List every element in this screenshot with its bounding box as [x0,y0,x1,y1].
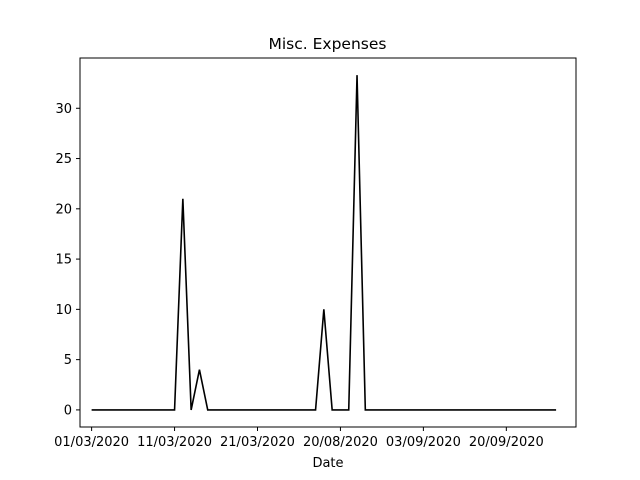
x-axis: 01/03/2020 11/03/2020 21/03/2020 20/08/2020… [54,427,544,450]
y-tick-label: 20 [55,202,72,217]
x-tick-label: 20/09/2020 [469,435,544,450]
y-tick-label: 10 [55,303,72,318]
y-tick-label: 0 [64,403,72,418]
x-axis-label: Date [312,456,343,471]
chart-title: Misc. Expenses [269,35,387,53]
plot-area-frame [79,57,577,428]
expense-series-line [91,75,557,411]
x-tick-label: 03/09/2020 [386,435,461,450]
y-tick-label: 5 [64,353,72,368]
x-tick-label: 20/08/2020 [303,435,378,450]
y-axis: 0 5 10 15 20 25 30 [55,102,80,418]
x-tick-label: 01/03/2020 [54,435,129,450]
y-tick-label: 25 [55,152,72,167]
y-tick-label: 30 [55,102,72,117]
x-tick-label: 11/03/2020 [137,435,212,450]
y-tick-label: 15 [55,253,72,268]
x-tick-label: 21/03/2020 [220,435,295,450]
